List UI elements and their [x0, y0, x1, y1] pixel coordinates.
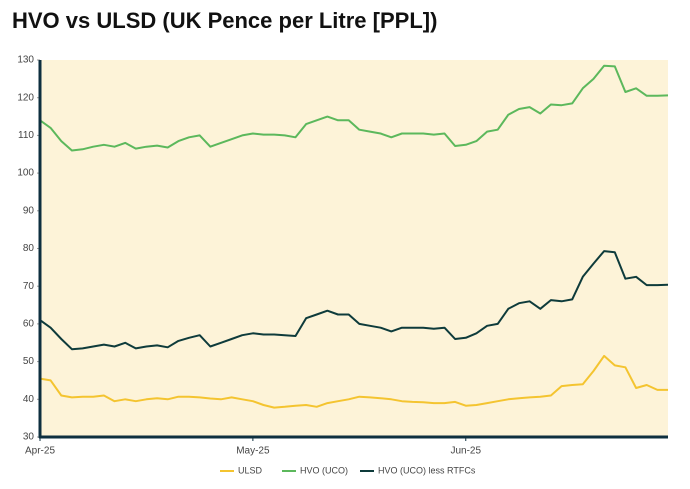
- legend-label: HVO (UCO) less RTFCs: [378, 465, 476, 475]
- y-tick-label: 90: [23, 205, 35, 216]
- y-tick-label: 130: [17, 55, 34, 66]
- series-line: [39, 64, 669, 152]
- y-tick-label: 80: [23, 243, 35, 254]
- y-tick-label: 40: [23, 394, 35, 405]
- y-tick-label: 100: [17, 168, 34, 179]
- plot-area: [40, 60, 668, 437]
- x-tick-label: Apr-25: [25, 446, 55, 457]
- y-tick-label: 50: [23, 356, 35, 367]
- y-tick-label: 60: [23, 319, 35, 330]
- x-tick-label: May-25: [236, 446, 270, 457]
- y-tick-label: 110: [18, 130, 34, 141]
- series-line: [39, 354, 668, 409]
- series-line: [39, 250, 669, 351]
- y-tick-label: 120: [17, 92, 34, 103]
- chart-title: HVO vs ULSD (UK Pence per Litre [PPL]): [12, 8, 437, 33]
- y-tick-label: 30: [23, 432, 35, 443]
- legend-label: ULSD: [238, 465, 263, 475]
- x-tick-label: Jun-25: [450, 446, 481, 457]
- legend-label: HVO (UCO): [300, 465, 348, 475]
- y-tick-label: 70: [23, 281, 35, 292]
